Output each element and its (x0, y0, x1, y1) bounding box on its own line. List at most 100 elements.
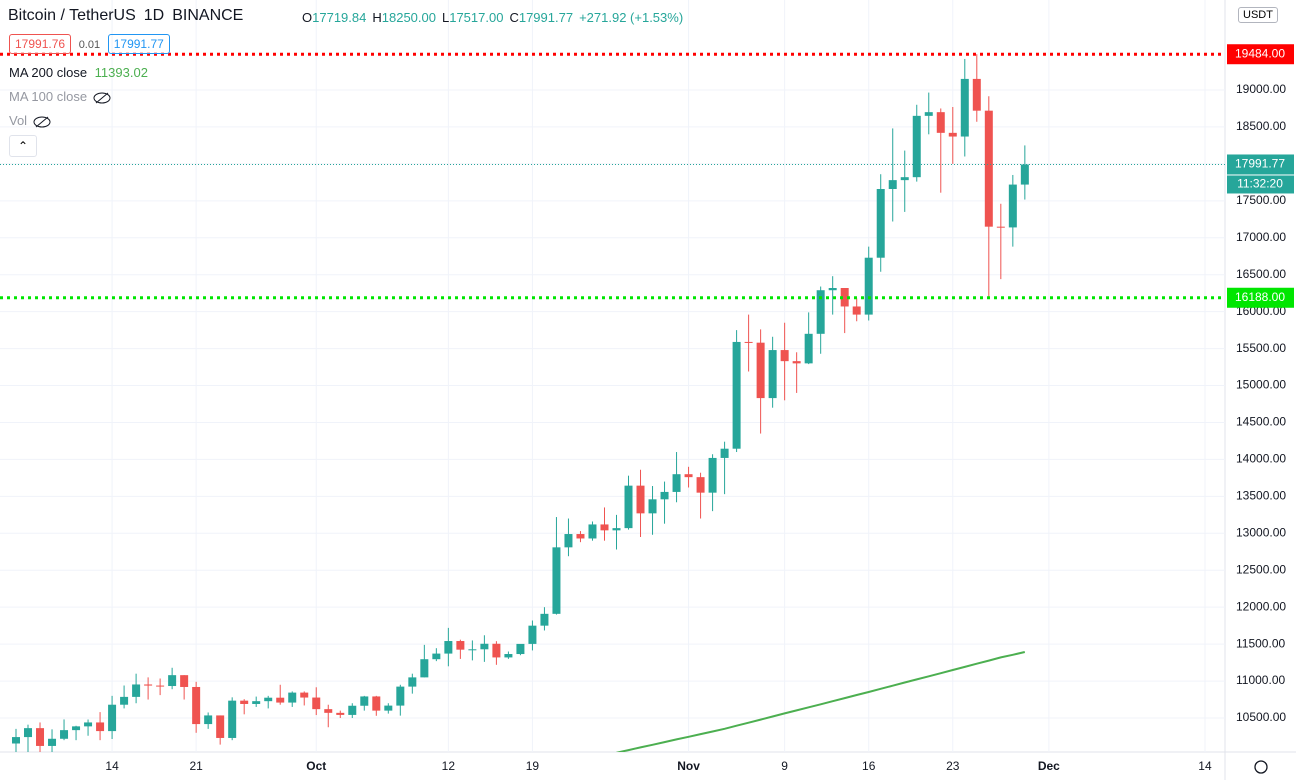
candle-body (1020, 164, 1029, 185)
countdown-box (1227, 175, 1294, 194)
candle-body (324, 709, 333, 713)
candle-body (240, 700, 249, 704)
candle-body (432, 653, 441, 660)
candle-body (624, 485, 633, 529)
candle-body (612, 528, 621, 531)
candle-body (252, 701, 261, 704)
candle-body (708, 457, 717, 493)
h-label: H (372, 10, 382, 25)
candle-body (12, 737, 20, 744)
candle-body (744, 341, 753, 343)
y-tick-label: 12000.00 (1236, 599, 1286, 613)
y-tick-label: 15000.00 (1236, 378, 1286, 392)
candle-body (576, 534, 585, 539)
l-label: L (441, 10, 450, 25)
candle-body (360, 696, 369, 706)
candle-body (768, 350, 777, 399)
ask[interactable]: 17991.77 (107, 34, 170, 54)
vol-label[interactable]: Vol (9, 113, 28, 128)
x-tick-label: 16 (862, 759, 876, 773)
symbol[interactable]: Bitcoin / TetherUS (8, 7, 136, 24)
interval[interactable]: 1D (143, 7, 165, 24)
y-tick-label: 13000.00 (1236, 525, 1286, 539)
x-tick-label: 19 (526, 759, 540, 773)
y-tick-label: 18500.00 (1236, 119, 1286, 133)
candle-body (144, 684, 153, 686)
currency[interactable]: USDT (1238, 7, 1278, 23)
bid[interactable]: 17991.76 (9, 34, 72, 54)
c-label: C (509, 10, 519, 25)
candle-body (696, 477, 705, 493)
candle-body (72, 726, 81, 731)
candle-body (600, 524, 609, 531)
candle-body (444, 641, 453, 654)
candle-body (468, 649, 477, 651)
candle-body (672, 474, 681, 492)
candle-body (216, 715, 225, 738)
y-tick-label: 13500.00 (1236, 489, 1286, 503)
candle-body (180, 675, 189, 687)
candle-body (396, 686, 405, 706)
last-price-box (1227, 154, 1294, 175)
spread: 0.01 (78, 39, 101, 51)
y-tick-label: 11500.00 (1236, 636, 1285, 650)
candle-body (264, 697, 273, 702)
candle-body (912, 115, 921, 178)
candle-body (456, 641, 465, 650)
candle-body (996, 226, 1005, 228)
ohlc: O17719.84 H18250.00 L17517.00 C17991.77 +271… (302, 10, 689, 25)
y-tick-label: 19000.00 (1236, 82, 1286, 96)
candle-body (60, 730, 69, 739)
h-value: 18250.00 (381, 10, 436, 25)
candle-body (828, 288, 837, 291)
y-tick-label: 12500.00 (1236, 562, 1286, 576)
candle-body (108, 704, 117, 732)
x-tick-label: 23 (946, 759, 960, 773)
candle-body (84, 722, 93, 727)
c-value: 17991.77 (518, 10, 574, 25)
y-tick-label: 17500.00 (1236, 193, 1286, 207)
ma100-label[interactable]: MA 100 close (9, 89, 88, 104)
candle-body (720, 448, 729, 458)
axes: 10500.00 11000.00 11500.00 12000.00 12500.00… (105, 44, 1294, 773)
x-tick-label: 12 (442, 759, 456, 773)
candle-body (492, 643, 501, 658)
candle-body (588, 524, 597, 539)
candle-body (420, 659, 429, 678)
candle-body (540, 613, 549, 626)
o-label: O (302, 10, 313, 25)
candle-body (516, 643, 525, 655)
hidden-icon[interactable] (33, 116, 51, 128)
hidden-icon[interactable] (93, 92, 111, 104)
candle-body (96, 722, 105, 732)
candle-body (636, 485, 645, 514)
candle-body (408, 677, 417, 687)
y-tick-label: 15500.00 (1236, 341, 1286, 355)
ma200-label[interactable]: MA 200 close (9, 65, 88, 80)
x-tick-label: 21 (189, 759, 203, 773)
x-tick-label: 14 (105, 759, 119, 773)
candle-body (504, 654, 513, 658)
candle-body (900, 177, 909, 181)
candle-body (228, 700, 237, 738)
candle-body (288, 692, 297, 703)
candle-body (336, 712, 345, 715)
settings-icon[interactable] (1254, 760, 1268, 774)
x-tick-label: 9 (781, 759, 788, 773)
candle-body (972, 78, 981, 111)
candle-body (816, 290, 825, 334)
l-value: 17517.00 (449, 10, 504, 25)
candle-body (948, 132, 957, 137)
candle-body (840, 288, 849, 307)
candle-body (36, 728, 45, 746)
candle-body (732, 341, 741, 449)
candle-body (348, 705, 357, 715)
candle-body (648, 499, 657, 514)
x-tick-label: Nov (677, 759, 700, 773)
collapse-button[interactable]: ⌃ (9, 135, 37, 157)
grid (0, 0, 1225, 752)
candle-body (756, 342, 765, 399)
candle-body (876, 188, 885, 258)
